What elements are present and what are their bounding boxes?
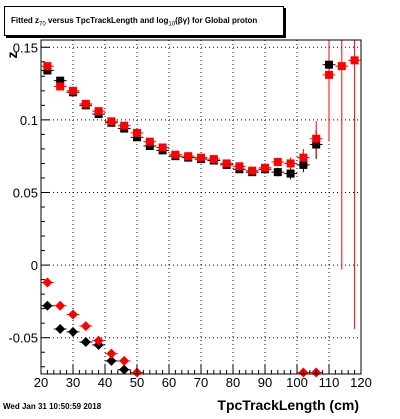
data-point-square xyxy=(248,166,257,175)
data-point-square xyxy=(94,107,103,116)
data-point-square xyxy=(209,155,218,164)
x-tick-label: 80 xyxy=(226,375,240,390)
data-point-square xyxy=(299,160,308,169)
data-point-diamond xyxy=(42,300,53,311)
timestamp: Wed Jan 31 10:50:59 2018 xyxy=(3,402,102,411)
x-tick-label: 90 xyxy=(258,375,272,390)
data-point-square xyxy=(261,163,269,172)
data-point-square xyxy=(158,143,167,152)
data-point-diamond xyxy=(119,355,130,366)
title-middle: versus TpcTrackLength and log xyxy=(45,16,169,25)
data-point-square xyxy=(133,133,141,142)
y-tick-label: 0.1 xyxy=(20,113,38,128)
y-tick-label: -0.05 xyxy=(8,331,38,346)
y-tick-label: 0.15 xyxy=(13,40,38,55)
data-point-square xyxy=(184,152,193,161)
data-point-square xyxy=(312,140,321,149)
y-axis-label: z xyxy=(4,52,20,59)
data-point-square xyxy=(350,56,359,65)
plot-frame xyxy=(40,39,362,375)
data-point-square xyxy=(325,60,333,69)
error-bars xyxy=(41,40,361,374)
data-point-square xyxy=(43,62,52,71)
y-tick-label: 0.05 xyxy=(13,185,38,200)
data-point-diamond xyxy=(42,277,53,288)
x-tick-label: 120 xyxy=(350,375,372,390)
data-point-square xyxy=(145,142,154,151)
data-point-square xyxy=(286,159,295,168)
tick-labels: 20 30 40 50 60 70 80 90 100 110 120 -0.05 0 0.05 0.1 0.… xyxy=(8,40,371,390)
x-axis-label: TpcTrackLength (cm) xyxy=(217,397,359,413)
data-point-square xyxy=(107,117,116,126)
data-point-diamond xyxy=(93,335,104,346)
x-tick-label: 110 xyxy=(319,375,340,390)
x-tick-label: 100 xyxy=(286,375,308,390)
data-point-square xyxy=(133,128,141,137)
data-point-diamond xyxy=(106,348,117,359)
data-point-square xyxy=(145,137,154,146)
data-point-diamond xyxy=(106,355,117,366)
data-point-diamond xyxy=(119,364,130,375)
x-tick-label: 70 xyxy=(194,375,208,390)
data-point-diamond xyxy=(68,326,78,337)
title-sub-10: 10 xyxy=(168,21,176,28)
data-point-diamond xyxy=(55,300,66,311)
chart-title: Fitted z70 versus TpcTrackLength and log… xyxy=(4,6,284,36)
axis-ticks xyxy=(40,46,362,374)
data-point-diamond xyxy=(68,309,78,320)
data-point-square xyxy=(222,159,231,168)
x-tick-label: 50 xyxy=(130,375,144,390)
data-point-square xyxy=(299,153,308,162)
data-point-square xyxy=(273,157,282,166)
data-point-square xyxy=(56,82,65,91)
data-point-square xyxy=(325,70,333,79)
data-point-square xyxy=(337,62,346,71)
data-point-square xyxy=(273,168,282,177)
grid-layer xyxy=(41,40,361,374)
data-point-diamond xyxy=(80,321,91,332)
data-point-square xyxy=(235,162,244,171)
data-point-square xyxy=(171,150,180,159)
data-point-square xyxy=(312,134,321,143)
x-tick-label: 20 xyxy=(34,375,48,390)
data-point-diamond xyxy=(55,323,66,334)
title-sub-70: 70 xyxy=(39,21,46,28)
y-tick-label: 0 xyxy=(31,258,38,273)
data-point-square xyxy=(197,153,205,162)
x-tick-label: 40 xyxy=(98,375,112,390)
title-prefix: Fitted z xyxy=(11,16,39,25)
data-point-square xyxy=(81,99,90,108)
data-point-square xyxy=(43,66,52,75)
data-point-square xyxy=(69,86,77,95)
data-point-diamond xyxy=(80,337,91,348)
x-tick-label: 30 xyxy=(66,375,80,390)
data-markers xyxy=(42,56,359,378)
data-point-square xyxy=(56,76,65,85)
data-point-square xyxy=(120,121,129,130)
title-suffix: (βγ) for Global proton xyxy=(175,16,258,25)
data-point-square xyxy=(286,169,295,178)
x-tick-label: 60 xyxy=(162,375,176,390)
